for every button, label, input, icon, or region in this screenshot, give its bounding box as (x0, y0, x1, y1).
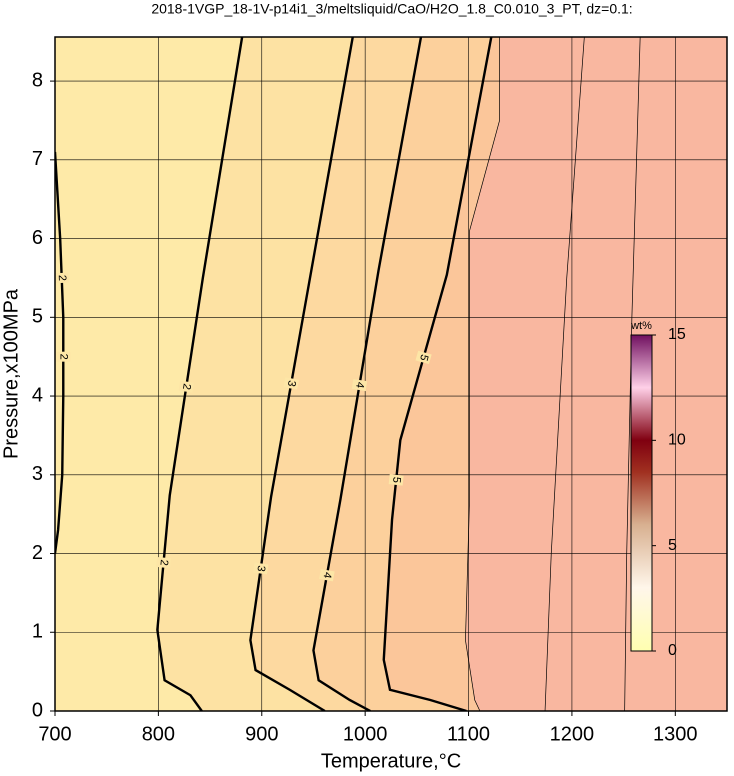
x-tick-label: 800 (142, 723, 175, 745)
x-tick-label: 900 (245, 723, 278, 745)
contour-label: 2 (180, 383, 193, 391)
colorbar-tick-label: 0 (668, 642, 677, 659)
contour-line (624, 37, 641, 711)
contour-label: 3 (285, 379, 298, 387)
y-tick-label: 2 (32, 542, 43, 564)
plot-frame (54, 36, 728, 712)
contour-label: 2 (56, 275, 68, 282)
contour-label-bg (388, 474, 404, 486)
contour-line (156, 37, 244, 711)
contour-line (312, 37, 423, 711)
colorbar-tick-label: 15 (668, 326, 686, 343)
plot-area: 2 2 2 2 3 3 4 4 5 5 (55, 37, 727, 711)
contour-label-bg (156, 556, 171, 569)
contour-fill (465, 37, 727, 711)
x-axis-label: Temperature,°C (321, 750, 461, 772)
contour-label-bg (283, 377, 300, 390)
contour-label: 2 (57, 354, 69, 360)
colorbar-label: wt% (630, 320, 652, 332)
y-tick-label: 6 (32, 227, 43, 249)
contour-label: 5 (417, 353, 430, 362)
x-tick-label: 1000 (343, 723, 388, 745)
contour-label-bg (319, 569, 335, 582)
colorbar-tick-label: 5 (668, 537, 677, 554)
y-tick-label: 4 (32, 384, 43, 406)
contour-line (249, 37, 354, 711)
y-tick-label: 8 (32, 69, 43, 91)
y-axis-label: Pressure,x100MPa (0, 288, 22, 459)
overlay: 700 800 900 1000 1100 1200 1300 0 1 2 3 4 5 6 7 8 wt% 0 5 1… (32, 36, 728, 745)
y-tick-label: 7 (32, 148, 43, 170)
contour-label: 4 (353, 381, 366, 389)
contour-line (382, 37, 493, 711)
contour-label-bg (55, 272, 69, 284)
contour-label-bg (415, 350, 432, 365)
contour-label-bg (351, 378, 368, 392)
y-tick-label: 1 (32, 621, 43, 643)
contour-line (465, 37, 500, 711)
contour-label-bg (178, 380, 194, 393)
contour-line (55, 151, 65, 554)
contour-label: 3 (254, 565, 267, 573)
contour-label-bg (253, 562, 269, 575)
contour-line (544, 37, 585, 711)
contour-label: 5 (390, 476, 403, 483)
x-tick-label: 700 (38, 723, 71, 745)
x-tick-label: 1300 (653, 723, 698, 745)
y-tick-label: 5 (32, 306, 43, 328)
contour-label-bg (56, 351, 71, 362)
x-tick-label: 1200 (550, 723, 595, 745)
x-tick-label: 1100 (447, 723, 490, 745)
contour-label: 4 (321, 571, 334, 579)
chart-title: 2018-1VGP_18-1V-p14i1_3/meltsliquid/CaO/… (151, 1, 632, 17)
y-tick-label: 0 (32, 699, 43, 721)
colorbar (630, 334, 653, 652)
y-tick-label: 3 (32, 463, 43, 485)
colorbar-tick-label: 10 (668, 432, 686, 449)
contour-label: 2 (157, 559, 170, 566)
